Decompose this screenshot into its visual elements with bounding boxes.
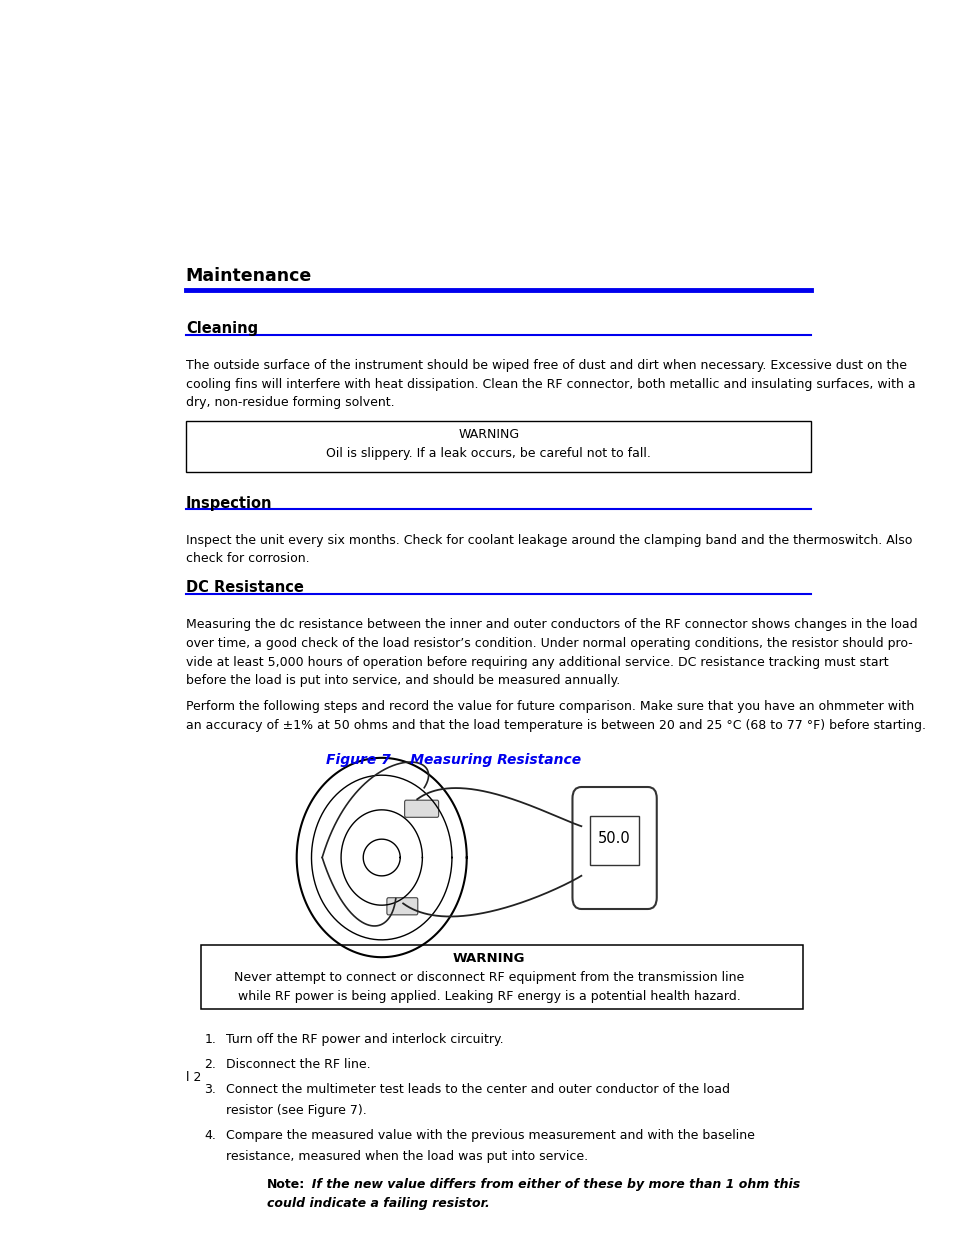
Text: Figure 7    Measuring Resistance: Figure 7 Measuring Resistance	[326, 752, 580, 767]
FancyBboxPatch shape	[186, 421, 810, 472]
Text: before the load is put into service, and should be measured annually.: before the load is put into service, and…	[186, 674, 619, 687]
Text: Turn off the RF power and interlock circuitry.: Turn off the RF power and interlock circ…	[226, 1032, 503, 1046]
Text: The outside surface of the instrument should be wiped free of dust and dirt when: The outside surface of the instrument sh…	[186, 359, 906, 372]
Text: vide at least 5,000 hours of operation before requiring any additional service. : vide at least 5,000 hours of operation b…	[186, 656, 887, 668]
Text: Note:: Note:	[267, 1178, 305, 1191]
Text: Maintenance: Maintenance	[186, 267, 312, 285]
Text: Connect the multimeter test leads to the center and outer conductor of the load: Connect the multimeter test leads to the…	[226, 1083, 730, 1097]
Text: resistance, measured when the load was put into service.: resistance, measured when the load was p…	[226, 1150, 588, 1162]
Text: an accuracy of ±1% at 50 ohms and that the load temperature is between 20 and 25: an accuracy of ±1% at 50 ohms and that t…	[186, 719, 924, 732]
FancyBboxPatch shape	[200, 945, 802, 1009]
Text: Measuring the dc resistance between the inner and outer conductors of the RF con: Measuring the dc resistance between the …	[186, 619, 917, 631]
Text: while RF power is being applied. Leaking RF energy is a potential health hazard.: while RF power is being applied. Leaking…	[237, 989, 740, 1003]
FancyBboxPatch shape	[589, 816, 639, 864]
Text: 1.: 1.	[204, 1032, 216, 1046]
Text: Never attempt to connect or disconnect RF equipment from the transmission line: Never attempt to connect or disconnect R…	[233, 971, 743, 984]
Text: WARNING: WARNING	[457, 429, 519, 441]
Text: dry, non-residue forming solvent.: dry, non-residue forming solvent.	[186, 396, 394, 409]
Text: Inspection: Inspection	[186, 495, 272, 511]
Text: Cleaning: Cleaning	[186, 321, 257, 336]
FancyBboxPatch shape	[572, 787, 656, 909]
FancyBboxPatch shape	[387, 898, 417, 915]
Text: Compare the measured value with the previous measurement and with the baseline: Compare the measured value with the prev…	[226, 1129, 755, 1142]
Text: WARNING: WARNING	[453, 952, 524, 966]
Text: resistor (see Figure 7).: resistor (see Figure 7).	[226, 1104, 367, 1116]
Text: over time, a good check of the load resistor’s condition. Under normal operating: over time, a good check of the load resi…	[186, 637, 912, 650]
FancyBboxPatch shape	[404, 800, 438, 818]
Text: 4.: 4.	[204, 1129, 216, 1142]
Text: If the new value differs from either of these by more than 1 ohm this: If the new value differs from either of …	[302, 1178, 799, 1191]
Text: Oil is slippery. If a leak occurs, be careful not to fall.: Oil is slippery. If a leak occurs, be ca…	[326, 447, 651, 461]
Text: cooling fins will interfere with heat dissipation. Clean the RF connector, both : cooling fins will interfere with heat di…	[186, 378, 915, 390]
Text: l 2: l 2	[186, 1071, 201, 1083]
Text: Inspect the unit every six months. Check for coolant leakage around the clamping: Inspect the unit every six months. Check…	[186, 534, 911, 547]
Text: Disconnect the RF line.: Disconnect the RF line.	[226, 1058, 371, 1071]
Text: could indicate a failing resistor.: could indicate a failing resistor.	[267, 1197, 489, 1210]
Text: 50.0: 50.0	[598, 831, 630, 846]
Text: check for corrosion.: check for corrosion.	[186, 552, 309, 566]
Text: 2.: 2.	[204, 1058, 216, 1071]
Text: 3.: 3.	[204, 1083, 216, 1097]
Text: DC Resistance: DC Resistance	[186, 580, 303, 595]
Text: Perform the following steps and record the value for future comparison. Make sur: Perform the following steps and record t…	[186, 700, 913, 714]
